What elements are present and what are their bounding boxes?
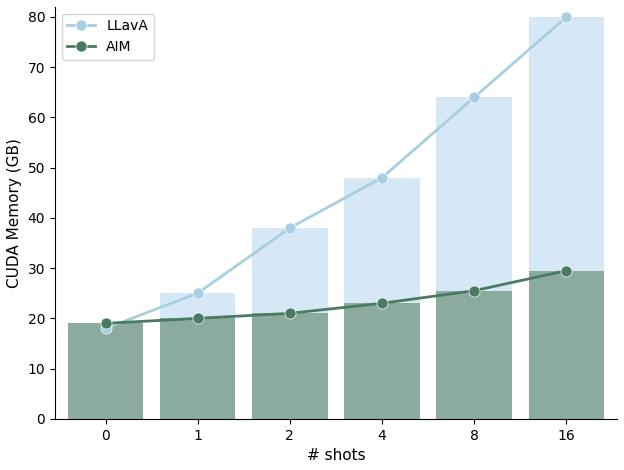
AIM bbox=[563, 268, 570, 274]
Bar bbox=[68, 323, 144, 419]
Line: LLavA: LLavA bbox=[100, 11, 572, 334]
Bar bbox=[529, 271, 604, 419]
Y-axis label: CUDA Memory (GB): CUDA Memory (GB) bbox=[7, 138, 22, 288]
Bar bbox=[252, 313, 328, 419]
Line: AIM: AIM bbox=[100, 265, 572, 329]
LLavA bbox=[563, 14, 570, 20]
AIM bbox=[378, 300, 386, 306]
Bar bbox=[344, 178, 420, 419]
X-axis label: # shots: # shots bbox=[306, 448, 365, 463]
Bar bbox=[436, 97, 512, 419]
Bar bbox=[436, 291, 512, 419]
LLavA bbox=[378, 175, 386, 180]
LLavA bbox=[194, 290, 202, 296]
LLavA bbox=[470, 94, 478, 100]
Bar bbox=[160, 318, 235, 419]
AIM bbox=[102, 321, 109, 326]
LLavA bbox=[102, 326, 109, 331]
AIM bbox=[470, 288, 478, 294]
LLavA bbox=[286, 225, 294, 231]
Bar bbox=[160, 293, 235, 419]
AIM bbox=[194, 315, 202, 321]
AIM bbox=[286, 311, 294, 316]
Legend: LLavA, AIM: LLavA, AIM bbox=[62, 14, 154, 60]
Bar bbox=[344, 303, 420, 419]
Bar bbox=[68, 329, 144, 419]
Bar bbox=[529, 17, 604, 419]
Bar bbox=[252, 228, 328, 419]
